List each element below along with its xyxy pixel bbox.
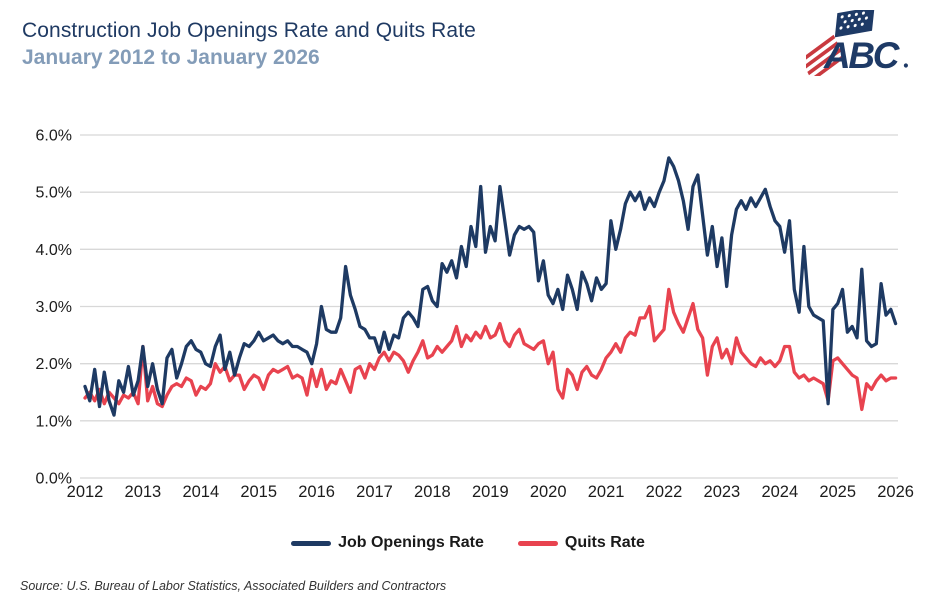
legend-item-quits: Quits Rate: [517, 534, 645, 552]
y-tick-label: 0.0%: [36, 471, 72, 488]
y-tick-label: 1.0%: [36, 413, 72, 430]
x-tick-label: 2022: [646, 483, 683, 501]
x-tick-label: 2021: [588, 483, 625, 501]
chart-legend: Job Openings Rate Quits Rate: [0, 534, 936, 552]
y-tick-label: 2.0%: [36, 356, 72, 373]
x-tick-label: 2012: [67, 483, 104, 501]
x-tick-label: 2026: [877, 483, 914, 501]
legend-label: Quits Rate: [564, 534, 645, 551]
abc-logo-period: [903, 63, 908, 68]
y-tick-label: 6.0%: [36, 128, 72, 145]
job-openings-line-swatch: [291, 540, 332, 546]
x-tick-label: 2014: [182, 483, 219, 501]
y-tick-label: 5.0%: [36, 185, 72, 202]
chart-header: Construction Job Openings Rate and Quits…: [22, 18, 782, 72]
legend-item-job-openings: Job Openings Rate: [291, 534, 484, 552]
chart-subtitle: January 2012 to January 2026: [22, 46, 320, 70]
series-line-job-openings-rate: [83, 156, 898, 417]
y-tick-label: 4.0%: [36, 242, 72, 259]
x-tick-label: 2017: [356, 483, 393, 501]
x-tick-label: 2023: [704, 483, 741, 501]
x-tick-label: 2025: [819, 483, 856, 501]
chart-title: Construction Job Openings Rate and Quits…: [22, 19, 476, 42]
source-note: Source: U.S. Bureau of Labor Statistics,…: [20, 579, 447, 593]
chart-area: 0.0% 1.0% 2.0% 3.0% 4.0% 5.0% 6.0% 2012 2013 2014…: [36, 128, 914, 502]
x-tick-label: 2019: [472, 483, 509, 501]
y-tick-label: 3.0%: [36, 299, 72, 316]
x-tick-label: 2013: [125, 483, 162, 501]
x-tick-label: 2015: [240, 483, 277, 501]
x-tick-label: 2018: [414, 483, 451, 501]
abc-logo-text: ABC: [823, 35, 901, 76]
x-tick-label: 2024: [761, 483, 798, 501]
series-line-quits-rate: [83, 287, 898, 412]
x-tick-label: 2016: [298, 483, 335, 501]
abc-flag-icon: [806, 10, 875, 76]
abc-logo: ABC: [806, 10, 908, 76]
legend-label: Job Openings Rate: [338, 534, 484, 551]
x-tick-label: 2020: [530, 483, 567, 501]
quits-line-swatch: [517, 540, 558, 546]
line-chart: 0.0% 1.0% 2.0% 3.0% 4.0% 5.0% 6.0% 2012 2013 2014…: [36, 128, 914, 502]
